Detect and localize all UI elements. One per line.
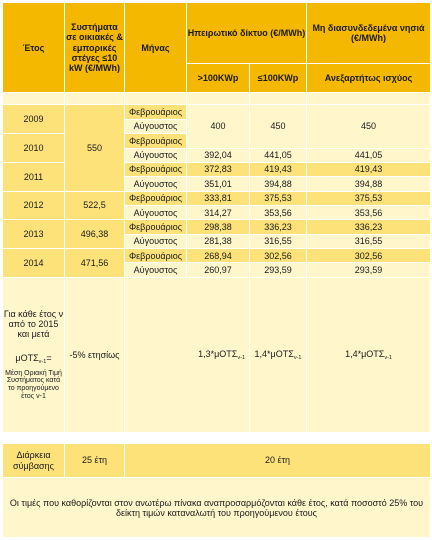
month-cell: Αύγουστος [124, 262, 187, 278]
value-islands: 336,23 [306, 219, 432, 235]
value-islands: 293,59 [306, 262, 432, 278]
future-le100-value: 1,4*μΟΤΣ [254, 348, 294, 359]
motes-equals: = [46, 353, 52, 364]
future-gt100-cell: 1,3*μΟΤΣν-1 [124, 276, 250, 434]
future-years-cell: Για κάθε έτος ν από το 2015 και μετά μΟΤ… [2, 276, 65, 434]
spacer-cell [64, 432, 125, 444]
header-any-power: Ανεξαρτήτως ισχύος [306, 63, 432, 94]
future-gt100-subscript: ν-1 [237, 354, 245, 361]
year-cell: 2011 [2, 161, 65, 192]
future-islands-cell: 1,4*μΟΤΣν-1 [306, 276, 432, 434]
month-cell: Αύγουστος [124, 147, 187, 163]
spacer-cell [123, 432, 432, 444]
small-systems-value: 471,56 [64, 247, 125, 278]
motes-label: μΟΤΣ [15, 353, 39, 364]
future-years-label: Για κάθε έτος ν από το 2015 και μετά [3, 309, 64, 340]
header-gt100: >100KWp [186, 63, 250, 94]
spacer-cell [2, 432, 65, 444]
year-cell: 2013 [2, 219, 65, 249]
value-islands: 316,55 [306, 233, 432, 249]
month-cell: Αύγουστος [124, 176, 187, 192]
month-cell: Φεβρουάριος [124, 104, 187, 120]
value-gt100: 314,27 [186, 204, 250, 221]
value-gt100: 333,81 [186, 190, 250, 206]
value-gt100: 392,04 [186, 147, 250, 163]
value-gt100: 260,97 [186, 262, 250, 278]
footer-note: Οι τιμές που καθορίζονται στον ανωτέρω π… [1, 477, 432, 538]
header-year: Έτος [2, 1, 65, 94]
future-gt100-value: 1,3*μΟΤΣ [198, 348, 238, 359]
month-cell: Αύγουστος [124, 204, 187, 221]
motes-subscript: ν-1 [38, 359, 47, 366]
value-le100: 293,59 [248, 262, 308, 278]
duration-label: Διάρκεια σύμβασης [2, 442, 65, 479]
value-gt100: 372,83 [186, 161, 250, 178]
value-islands: 441,05 [306, 147, 432, 163]
value-islands: 375,53 [306, 190, 432, 206]
future-small-systems: -5% ετησίως [64, 276, 125, 434]
month-cell: Φεβρουάριος [124, 247, 187, 264]
small-systems-value: 522,5 [64, 190, 125, 221]
year-cell: 2009 [2, 104, 65, 135]
value-le100: 336,23 [248, 219, 308, 235]
month-cell: Αύγουστος [124, 233, 187, 249]
month-cell: Φεβρουάριος [124, 161, 187, 178]
header-le100: ≤100KWp [248, 63, 308, 94]
value-le100: 375,53 [248, 190, 308, 206]
value-gt100: 268,94 [186, 247, 250, 264]
value-le100: 450 [248, 104, 308, 149]
value-islands: 419,43 [306, 161, 432, 178]
spacer-cell [124, 92, 187, 106]
duration-small: 25 έτη [64, 442, 125, 479]
spacer-cell [64, 92, 125, 106]
spacer-cell [306, 92, 432, 106]
value-gt100: 281,38 [186, 233, 250, 249]
header-small-systems: Συστήματα σε οικιακές & εμπορικές στέγες… [64, 1, 125, 94]
year-cell: 2012 [2, 190, 65, 221]
value-le100: 441,05 [248, 147, 308, 163]
spacer-cell [2, 92, 65, 106]
month-cell: Αύγουστος [124, 118, 187, 135]
value-islands: 394,88 [306, 176, 432, 192]
value-le100: 419,43 [248, 161, 308, 178]
value-islands: 450 [306, 104, 432, 149]
future-islands-value: 1,4*μΟΤΣ [345, 348, 385, 359]
value-gt100: 298,38 [186, 219, 250, 235]
small-systems-value: 496,38 [64, 219, 125, 249]
month-cell: Φεβρουάριος [124, 190, 187, 206]
value-islands: 353,56 [306, 204, 432, 221]
future-le100-subscript: ν-1 [293, 354, 302, 361]
value-le100: 316,55 [248, 233, 308, 249]
spacer-cell [186, 92, 250, 106]
motes-description: Μέση Οριακή Τιμή Συστήματος κατά το προη… [5, 369, 62, 400]
header-mainland: Ηπειρωτικό δίκτυο (€/MWh) [185, 1, 308, 65]
year-cell: 2010 [2, 133, 65, 163]
value-islands: 302,56 [306, 247, 432, 264]
value-gt100: 351,01 [186, 176, 250, 192]
future-le100-cell: 1,4*μΟΤΣν-1 [248, 276, 308, 434]
month-cell: Φεβρουάριος [124, 219, 187, 235]
header-islands: Μη διασυνδεδεμένα νησιά (€/MWh) [306, 1, 432, 65]
value-le100: 353,56 [248, 204, 308, 221]
duration-others: 20 έτη [123, 442, 432, 479]
motes-heading: μΟΤΣν-1= [4, 353, 64, 366]
value-le100: 302,56 [248, 247, 308, 264]
value-le100: 394,88 [248, 176, 308, 192]
value-gt100: 400 [186, 104, 250, 149]
year-cell: 2014 [2, 247, 65, 278]
future-islands-subscript: ν-1 [384, 354, 392, 361]
month-cell: Φεβρουάριος [124, 133, 187, 149]
header-month: Μήνας [124, 1, 187, 94]
spacer-cell [248, 92, 308, 106]
small-systems-value: 550 [64, 104, 125, 192]
